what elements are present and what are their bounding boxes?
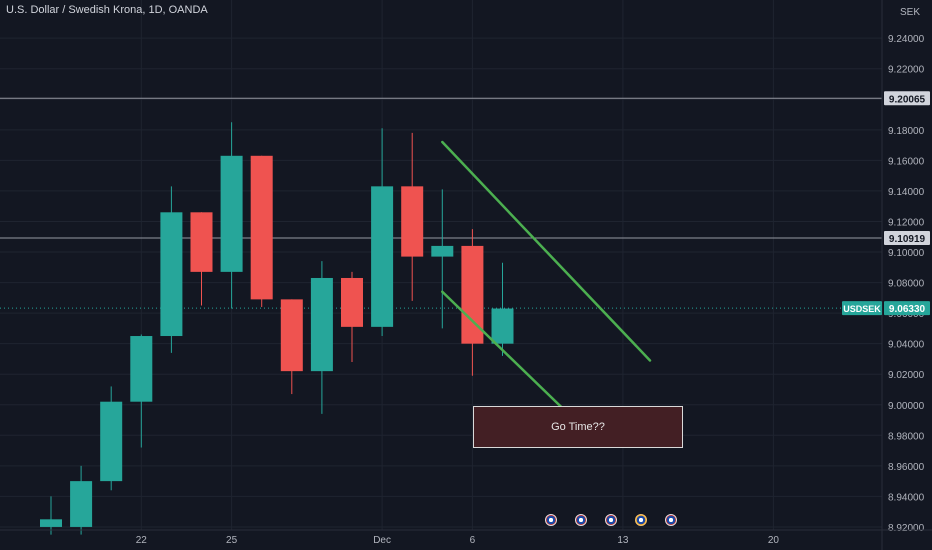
level-badge <box>884 91 930 106</box>
candle-down <box>190 212 213 272</box>
trendlines <box>441 140 652 422</box>
candle-down <box>341 277 363 327</box>
event-flag-icon[interactable] <box>604 514 617 526</box>
candles <box>40 122 514 535</box>
price-tick-label: 9.02000 <box>888 370 925 381</box>
price-tick-label: 9.12000 <box>888 217 925 228</box>
price-tick-label: 8.96000 <box>888 462 925 473</box>
candle-up <box>70 481 93 527</box>
price-tick-label: 9.08000 <box>888 279 925 290</box>
time-tick-label: 6 <box>470 535 476 546</box>
trendline <box>441 140 652 362</box>
price-tick-label: 9.00000 <box>888 401 925 412</box>
event-flag-icon[interactable] <box>665 514 678 526</box>
candle-up <box>431 245 454 257</box>
trendline <box>441 290 576 422</box>
chart-grid <box>0 0 882 530</box>
level-label: 9.20065 <box>889 94 926 105</box>
price-tick-label: 8.98000 <box>888 431 925 442</box>
candle-up <box>160 212 183 337</box>
price-tick-label: 8.92000 <box>888 523 925 534</box>
currency-label: SEK <box>900 7 920 18</box>
event-flag-icon[interactable] <box>634 514 647 526</box>
annotation-box[interactable]: Go Time?? <box>473 406 683 448</box>
level-label: 9.10919 <box>889 234 926 245</box>
candle-up <box>491 308 514 344</box>
candle-up <box>371 186 394 327</box>
candle-up <box>310 277 333 372</box>
candle-up <box>40 519 62 527</box>
price-tick-label: 9.04000 <box>888 340 925 351</box>
candle-up <box>100 401 123 482</box>
current-price-label: 9.06330 <box>889 304 926 315</box>
candle-up <box>130 336 153 402</box>
annotation-text: Go Time?? <box>551 421 605 433</box>
time-tick-label: 25 <box>226 535 238 546</box>
horizontal-lines <box>0 97 882 309</box>
event-flag-icon[interactable] <box>544 514 557 526</box>
price-tick-label: 9.24000 <box>888 34 925 45</box>
price-tick-label: 9.10000 <box>888 248 925 259</box>
price-tick-label: 9.22000 <box>888 65 925 76</box>
symbol-label: USDSEK <box>843 304 881 314</box>
symbol-badge <box>842 301 882 316</box>
time-axis[interactable]: 22 25 Dec 6 13 20 <box>0 529 932 546</box>
price-axis[interactable]: 9.240009.220009.200009.180009.160009.140… <box>842 0 930 550</box>
candle-down <box>250 155 273 300</box>
time-tick-label: 22 <box>136 535 148 546</box>
current-price-badge <box>884 301 930 316</box>
price-tick-label: 9.16000 <box>888 156 925 167</box>
candle-up <box>220 155 243 272</box>
time-tick-label: 20 <box>768 535 780 546</box>
chart-title: U.S. Dollar / Swedish Krona, 1D, OANDA <box>6 4 208 16</box>
event-flag-icon[interactable] <box>574 514 587 526</box>
candle-down <box>461 245 484 344</box>
time-tick-label: Dec <box>373 535 391 546</box>
price-tick-label: 9.18000 <box>888 126 925 137</box>
level-badge <box>884 230 930 245</box>
candle-down <box>401 186 424 257</box>
time-tick-label: 13 <box>617 535 629 546</box>
price-tick-label: 9.14000 <box>888 187 925 198</box>
price-tick-label: 8.94000 <box>888 492 925 503</box>
candle-down <box>280 299 303 372</box>
